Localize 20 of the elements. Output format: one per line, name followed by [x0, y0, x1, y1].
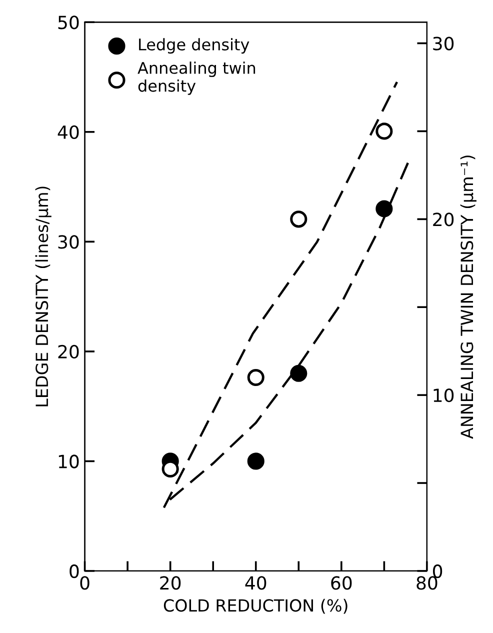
- x-axis-title: COLD REDUCTION (%): [164, 598, 348, 614]
- y-tick-label: 40: [58, 125, 79, 140]
- y-tick-label: 0: [70, 564, 79, 578]
- y-tick-label: 10: [58, 454, 79, 468]
- y-axis-title: LEDGE DENSITY (lines/μm): [35, 186, 52, 406]
- x-tick-label: 60: [331, 576, 352, 590]
- y-tick-label: 20: [58, 344, 79, 359]
- x-tick-label: 40: [245, 576, 266, 590]
- x-tick-label: 20: [160, 576, 181, 590]
- y2-tick-label: 0: [432, 564, 442, 578]
- y-tick-label: 30: [58, 235, 79, 249]
- x-tick-label: 0: [80, 576, 90, 590]
- legend-label: Ledge density: [139, 38, 250, 54]
- y2-tick-label: 30: [433, 36, 454, 50]
- y-tick-label: 50: [58, 16, 79, 30]
- y2-tick-label: 10: [434, 388, 454, 402]
- y2-tick-label: 20: [433, 212, 454, 226]
- y2-axis-title: ANNEALING TWIN DENSITY (μm⁻¹): [460, 156, 476, 439]
- x-tick-label: 80: [416, 576, 438, 590]
- legend-label: Annealing twin density: [138, 62, 256, 95]
